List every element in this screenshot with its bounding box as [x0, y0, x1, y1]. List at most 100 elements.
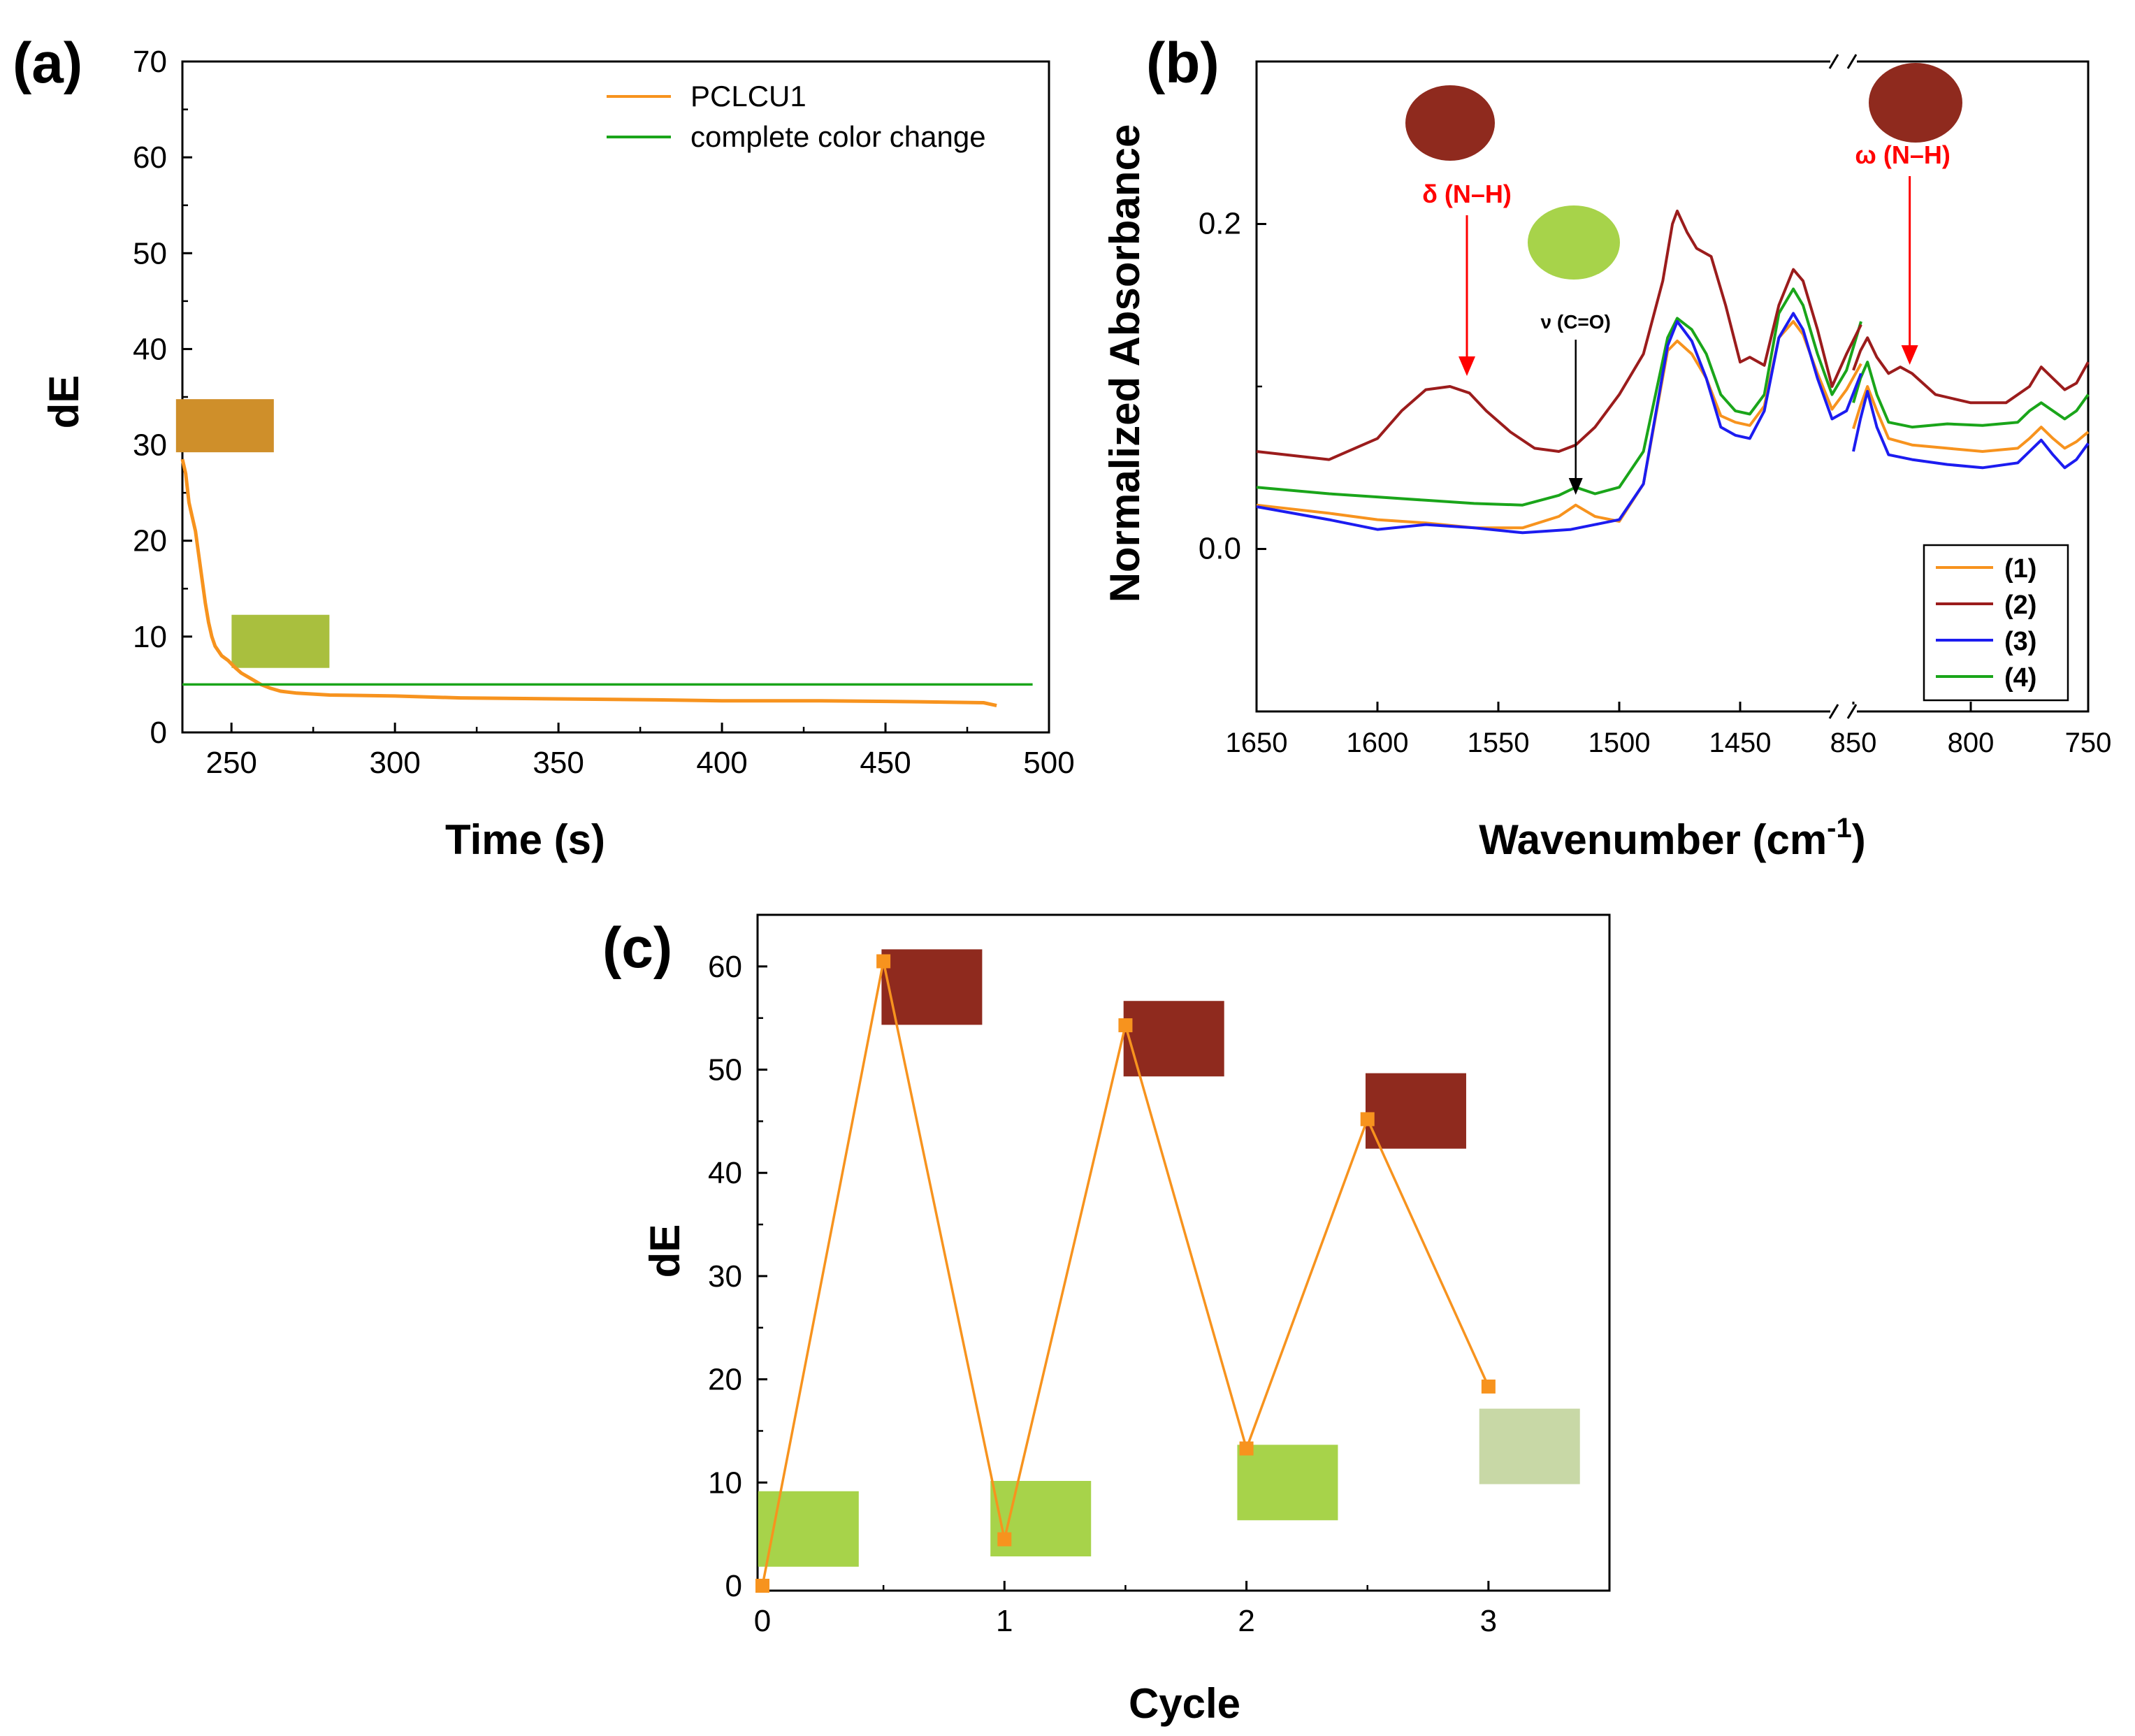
panel-c-ylabel: dE	[642, 1224, 688, 1278]
a-xtick-label-3: 400	[696, 746, 747, 780]
annotation-delta-arrow-head	[1459, 356, 1476, 376]
c-swatch-2	[1365, 1073, 1466, 1149]
panel-b-xlabel-main: Wavenumber (cm	[1479, 816, 1827, 863]
c-data-point-4	[1239, 1441, 1254, 1456]
b-series-1-seg1	[1256, 209, 1862, 461]
a-ytick-label-7: 70	[133, 45, 167, 79]
panel-b-label: (b)	[1146, 31, 1220, 95]
annotation-nu-co: ν (C=O)	[1541, 311, 1611, 333]
b-ytick-label-0: 0.0	[1199, 532, 1241, 566]
annotation-nu-arrow-head	[1568, 478, 1583, 495]
c-data-point-6	[1481, 1379, 1496, 1394]
panel-a-xlabel: Time (s)	[445, 816, 605, 863]
panel-a-series	[180, 458, 1033, 708]
panel-c-series	[755, 954, 1496, 1593]
annotation-omega-nh: ω (N–H)	[1855, 140, 1950, 169]
c-swatch-0	[881, 949, 983, 1025]
a-ytick-label-5: 50	[133, 236, 167, 270]
a-series-line-0	[180, 458, 997, 708]
panel-b-annotations: δ (N–H) ν (C=O) ω (N–H)	[1422, 140, 1951, 495]
c-swatch-5	[1237, 1445, 1338, 1521]
annotation-omega-arrow-head	[1901, 345, 1918, 365]
c-data-point-2	[997, 1532, 1012, 1547]
a-ytick-label-4: 40	[133, 332, 167, 366]
c-data-point-0	[755, 1579, 769, 1593]
c-ytick-label-2: 20	[708, 1363, 742, 1397]
panel-a: (a) 250 300 350 400 450 500 0 10 20 30 40 50 60 70 PC…	[13, 31, 1075, 863]
c-data-point-3	[1118, 1018, 1133, 1033]
panel-c-label: (c)	[602, 916, 672, 980]
legend-label-1: (1)	[2004, 554, 2036, 584]
b-xtick-label-s1-3: 1500	[1588, 728, 1651, 758]
panel-b-xlabel-sup: -1	[1827, 813, 1852, 844]
panel-c-xlabel: Cycle	[1129, 1680, 1240, 1727]
b-xtick-label-s2-0: 850	[1830, 728, 1877, 758]
b-series-0-seg1	[1256, 320, 1862, 530]
panel-c-frame	[756, 913, 1611, 1592]
b-series-2-seg2	[1852, 390, 2090, 470]
panel-b-ticks: 1650 1600 1550 1500 1450 850 800 750 0.0 0.2	[1199, 60, 2112, 758]
panel-b-xlabel-end: )	[1852, 816, 1866, 863]
c-ytick-label-0: 0	[725, 1569, 742, 1603]
b-series-3-seg2	[1852, 361, 2090, 429]
a-ytick-label-3: 30	[133, 428, 167, 463]
panel-a-ylabel: dE	[41, 375, 87, 429]
legend-label-2: (2)	[2004, 591, 2036, 620]
swatch-red-ellipse-1	[1405, 85, 1495, 161]
a-xtick-label-2: 350	[533, 746, 584, 780]
panel-b-series	[1256, 209, 2090, 535]
c-ytick-label-1: 10	[708, 1466, 742, 1500]
b-xtick-label-s1-4: 1450	[1709, 728, 1772, 758]
b-xtick-label-s2-2: 750	[2065, 728, 2112, 758]
panel-b-ylabel: Normalized Absorbance	[1101, 124, 1148, 603]
b-xtick-label-s1-0: 1650	[1226, 728, 1288, 758]
a-ytick-label-1: 10	[133, 620, 167, 654]
panel-a-swatches	[175, 399, 330, 668]
panel-b-xlabel: Wavenumber (cm-1)	[1479, 813, 1865, 863]
panel-a-legend: PCLCU1 complete color change	[607, 80, 986, 153]
c-ytick-label-4: 40	[708, 1156, 742, 1190]
panel-c-swatches	[758, 949, 1580, 1567]
a-xtick-label-1: 300	[369, 746, 420, 780]
c-ytick-label-6: 60	[708, 950, 742, 984]
a-swatch-1	[231, 614, 330, 668]
c-ytick-label-3: 30	[708, 1259, 742, 1294]
b-series-0-seg2	[1852, 385, 2090, 453]
a-ytick-label-6: 60	[133, 140, 167, 175]
c-data-point-1	[876, 954, 891, 969]
a-xtick-label-0: 250	[205, 746, 256, 780]
legend-label-4: (4)	[2004, 663, 2036, 693]
b-series-1-seg2	[1852, 336, 2090, 405]
b-ytick-label-1: 0.2	[1199, 207, 1241, 241]
axis-break-bottom	[1828, 704, 1858, 720]
panel-a-ticks: 250 300 350 400 450 500 0 10 20 30 40 50 60 70	[133, 45, 1075, 780]
b-series-3-seg1	[1256, 287, 1862, 507]
a-xtick-label-4: 450	[860, 746, 911, 780]
legend-box	[1923, 544, 2069, 702]
legend-label-complete: complete color change	[690, 120, 986, 153]
b-xtick-label-s1-1: 1600	[1347, 728, 1409, 758]
axis-break-top	[1828, 54, 1858, 70]
c-xtick-label-2: 2	[1238, 1604, 1254, 1638]
c-data-point-5	[1360, 1112, 1375, 1127]
c-xtick-label-3: 3	[1480, 1604, 1497, 1638]
b-series-2-seg1	[1256, 312, 1862, 535]
swatch-green-ellipse	[1528, 205, 1620, 280]
c-swatch-1	[1123, 1001, 1224, 1077]
c-swatch-3	[758, 1491, 859, 1567]
annotation-delta-nh: δ (N–H)	[1422, 180, 1512, 208]
panel-b: (b) 1650 1600 1550 1500 1450 850 800 7500.00.2 …	[1101, 31, 2111, 863]
c-xtick-label-0: 0	[754, 1604, 771, 1638]
panel-a-label: (a)	[13, 31, 82, 95]
a-ytick-label-2: 20	[133, 524, 167, 558]
b-xtick-label-s2-1: 800	[1948, 728, 1995, 758]
a-xtick-label-5: 500	[1023, 746, 1074, 780]
legend-label-pclcu1: PCLCU1	[690, 80, 806, 113]
a-ytick-label-0: 0	[150, 716, 167, 750]
b-xtick-label-s1-2: 1550	[1468, 728, 1530, 758]
swatch-red-ellipse-2	[1869, 63, 1962, 143]
panel-b-legend: (1) (2) (3) (4)	[1923, 544, 2069, 702]
